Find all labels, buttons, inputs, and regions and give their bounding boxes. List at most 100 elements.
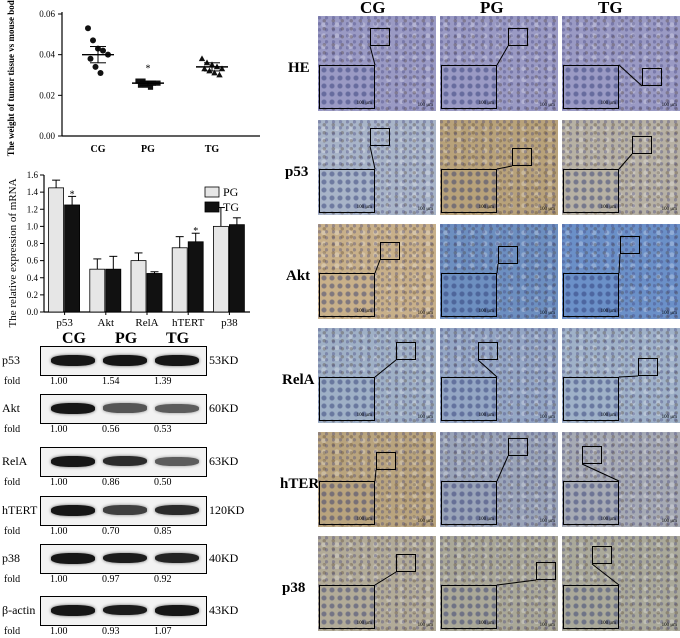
- data-point: [90, 37, 96, 44]
- ihc-scale-bar: 100 μm: [356, 413, 372, 418]
- ihc-roi-box: [380, 242, 400, 260]
- wb-blot-image: [40, 447, 207, 477]
- wb-fold-row: fold 1.00 0.56 0.53: [0, 424, 240, 436]
- ihc-micrograph: 100 μm 100 μm: [562, 328, 680, 423]
- ihc-scale-bar: 100 μm: [356, 517, 372, 522]
- ihc-scale-bar: 100 μm: [478, 413, 494, 418]
- wb-blot-image: [40, 596, 207, 626]
- wb-kd-label: 63KD: [209, 454, 239, 468]
- x-tick-label: RelA: [135, 317, 158, 329]
- data-point: [135, 78, 141, 84]
- ihc-micrograph: 100 μm 100 μm: [318, 536, 436, 631]
- y-tick-label: 1.2: [27, 204, 38, 214]
- ihc-scale-bar: 100 μm: [661, 623, 677, 628]
- ihc-roi-box: [638, 358, 658, 376]
- ihc-scale-bar: 100 μm: [478, 517, 494, 522]
- ihc-connector-line: [618, 375, 639, 378]
- data-point: [97, 69, 104, 76]
- ihc-connector-line: [374, 359, 397, 378]
- ihc-scale-bar: 100 μm: [600, 621, 616, 626]
- significance-star: *: [146, 63, 151, 74]
- ihc-inset-zoom: 100 μm: [319, 585, 375, 629]
- ihc-connector-line: [369, 45, 376, 66]
- ihc-connector-line: [496, 165, 513, 170]
- wb-fold-row: fold 1.00 0.93 1.07: [0, 626, 240, 638]
- wb-fold-value: 0.70: [102, 526, 120, 537]
- wb-fold-value: 1.07: [154, 626, 172, 637]
- wb-fold-label: fold: [4, 626, 21, 637]
- ihc-roi-box: [536, 562, 556, 580]
- wb-band: [103, 604, 147, 616]
- ihc-inset-zoom: 100 μm: [441, 377, 497, 421]
- ihc-scale-bar: 100 μm: [417, 207, 433, 212]
- ihc-connector-line: [374, 469, 377, 482]
- ihc-micrograph: 100 μm 100 μm: [318, 224, 436, 319]
- wb-kd-label: 40KD: [209, 551, 239, 565]
- wb-band: [155, 604, 199, 616]
- ihc-scale-bar: 100 μm: [600, 309, 616, 314]
- ihc-scale-bar: 100 μm: [417, 311, 433, 316]
- ihc-scale-bar: 100 μm: [356, 621, 372, 626]
- y-axis-label: The weight of tumor tissue vs mouse body: [6, 0, 16, 156]
- ihc-roi-box: [592, 546, 612, 564]
- wb-band: [103, 354, 147, 366]
- ihc-inset-zoom: 100 μm: [563, 169, 619, 213]
- bar-tg: [187, 241, 204, 313]
- ihc-roi-box: [376, 452, 396, 470]
- ihc-scale-bar: 100 μm: [356, 205, 372, 210]
- ihc-row-label: Akt: [286, 268, 311, 284]
- ihc-roi-box: [498, 246, 518, 264]
- wb-band: [103, 505, 147, 515]
- wb-band: [155, 456, 199, 466]
- data-point: [198, 55, 206, 62]
- ihc-scale-bar: 100 μm: [661, 311, 677, 316]
- mrna-expression-chart: 0.0 0.2 0.4 0.6 0.8 1.0 1.2 1.4 1.6 The relative …: [7, 170, 250, 329]
- bar-tg: [64, 204, 80, 313]
- x-tick-label: hTERT: [172, 317, 205, 329]
- wb-blot-image: [40, 346, 207, 376]
- ihc-micrograph: 100 μm 100 μm: [562, 120, 680, 215]
- data-point: [147, 84, 154, 90]
- ihc-micrograph: 100 μm 100 μm: [440, 16, 558, 111]
- x-tick-label: p38: [221, 317, 238, 329]
- ihc-col-cg: CG: [360, 0, 386, 17]
- tumor-weight-chart: 0.00 0.02 0.04 0.06 The weight of tumor tiss…: [6, 0, 260, 156]
- ihc-panel: CG PG TG HE 100 μm 100 μm 100 μm 100 μm 100 μ…: [280, 0, 680, 636]
- ihc-scale-bar: 100 μm: [539, 415, 555, 420]
- ihc-micrograph: 100 μm 100 μm: [440, 120, 558, 215]
- ihc-inset-zoom: 100 μm: [319, 169, 375, 213]
- y-tick-label: 1.0: [27, 221, 39, 231]
- ihc-connector-line: [618, 64, 643, 87]
- ihc-scale-bar: 100 μm: [478, 101, 494, 106]
- wb-protein-label: Akt: [2, 401, 20, 415]
- ihc-scale-bar: 100 μm: [539, 103, 555, 108]
- wb-fold-row: fold 1.00 0.97 0.92: [0, 574, 240, 586]
- wb-fold-label: fold: [4, 424, 21, 435]
- wb-fold-row: fold 1.00 0.70 0.85: [0, 526, 240, 538]
- ihc-scale-bar: 100 μm: [478, 309, 494, 314]
- data-point: [100, 47, 106, 54]
- wb-fold-value: 1.54: [102, 376, 120, 387]
- ihc-connector: [618, 153, 633, 170]
- wb-band: [155, 504, 199, 516]
- ihc-connector-line: [374, 571, 397, 586]
- ihc-connector: [477, 359, 498, 378]
- ihc-roi-box: [620, 236, 640, 254]
- wb-fold-label: fold: [4, 477, 21, 488]
- y-tick-label: 0.4: [27, 273, 39, 283]
- bar-pg: [89, 268, 106, 313]
- ihc-connector: [496, 263, 499, 274]
- x-tick-label: p53: [56, 317, 73, 329]
- ihc-micrograph: 100 μm 100 μm: [440, 536, 558, 631]
- ihc-scale-bar: 100 μm: [417, 415, 433, 420]
- wb-fold-value: 0.85: [154, 526, 172, 537]
- wb-fold-value: 0.50: [154, 477, 172, 488]
- wb-band: [51, 455, 95, 467]
- wb-kd-label: 43KD: [209, 603, 239, 617]
- ihc-connector: [374, 469, 377, 482]
- data-point: [211, 69, 218, 76]
- ihc-inset-zoom: 100 μm: [441, 65, 497, 109]
- wb-blot-image: [40, 394, 207, 424]
- ihc-connector: [369, 145, 376, 170]
- wb-fold-label: fold: [4, 526, 21, 537]
